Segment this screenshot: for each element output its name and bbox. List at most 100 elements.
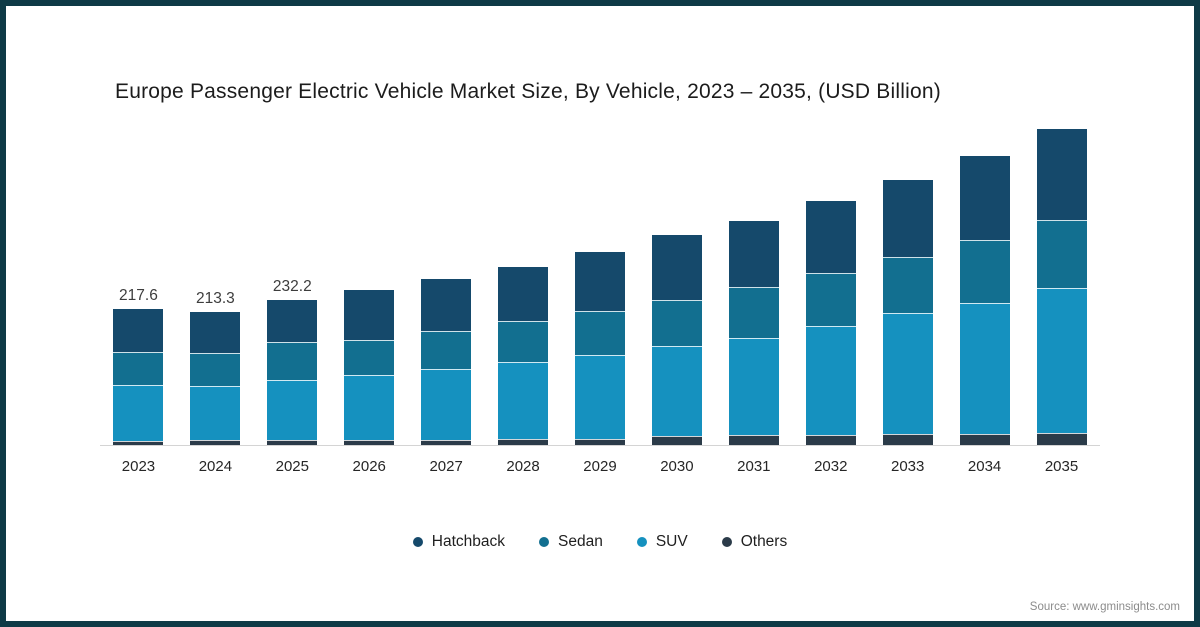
x-axis-label-2032: 2032 bbox=[814, 458, 848, 475]
bar-segment-suv-2035 bbox=[1036, 287, 1087, 434]
bar-group-2025: 232.2 2025 bbox=[254, 278, 331, 475]
x-axis-label-2034: 2034 bbox=[967, 458, 1002, 475]
bar-segment-sedan-2023 bbox=[113, 352, 164, 385]
legend-dot-icon bbox=[721, 537, 732, 547]
x-axis-label-2024: 2024 bbox=[198, 458, 233, 475]
bar-segment-suv-2032 bbox=[805, 326, 856, 435]
plot-area: 217.6 2023 213.3 2024 232.2 2025 2026 2027 2028 2… bbox=[100, 111, 1100, 475]
legend-dot-icon bbox=[539, 537, 549, 547]
x-axis-label-2025: 2025 bbox=[275, 458, 309, 475]
stacked-bar-2030 bbox=[651, 235, 702, 445]
bar-total-label-2023: 217.6 bbox=[119, 287, 158, 305]
bar-segment-others-2031 bbox=[728, 435, 779, 445]
bar-total-label-2025: 232.2 bbox=[272, 278, 312, 296]
bar-segment-sedan-2026 bbox=[344, 340, 395, 376]
stacked-bar-2031 bbox=[728, 221, 779, 445]
bar-segment-others-2034 bbox=[959, 433, 1010, 445]
bar-segment-sedan-2034 bbox=[959, 240, 1010, 304]
bar-segment-others-2032 bbox=[805, 434, 856, 445]
bar-segment-suv-2025 bbox=[267, 380, 318, 441]
bar-segment-sedan-2027 bbox=[421, 331, 472, 370]
legend-item-hatchback: Hatchback bbox=[412, 533, 505, 551]
x-axis-label-2035: 2035 bbox=[1044, 458, 1079, 475]
legend-item-suv: SUV bbox=[636, 533, 688, 551]
legend-label: Hatchback bbox=[431, 533, 505, 550]
stacked-bar-2035 bbox=[1036, 129, 1087, 445]
bar-group-2032: 2032 bbox=[792, 201, 869, 475]
bar-segment-hatchback-2028 bbox=[498, 267, 549, 322]
bar-segment-sedan-2035 bbox=[1036, 220, 1087, 288]
legend-label: Others bbox=[740, 533, 788, 550]
bar-segment-suv-2030 bbox=[651, 346, 702, 437]
bar-segment-hatchback-2034 bbox=[959, 156, 1010, 241]
bar-segment-hatchback-2033 bbox=[882, 180, 933, 258]
bar-segment-others-2029 bbox=[574, 438, 625, 445]
bar-segment-hatchback-2025 bbox=[267, 300, 318, 342]
bar-segment-sedan-2031 bbox=[728, 287, 779, 339]
bar-segment-suv-2033 bbox=[882, 313, 933, 435]
bar-segment-hatchback-2027 bbox=[421, 279, 472, 332]
bar-segment-hatchback-2023 bbox=[113, 309, 164, 353]
stacked-bar-2025 bbox=[267, 300, 318, 445]
bar-group-2034: 2034 bbox=[946, 156, 1023, 475]
x-axis-label-2028: 2028 bbox=[506, 458, 540, 475]
legend-dot-icon bbox=[636, 537, 647, 547]
legend-item-sedan: Sedan bbox=[539, 533, 603, 551]
bar-segment-others-2027 bbox=[421, 439, 472, 445]
bar-group-2029: 2029 bbox=[562, 252, 639, 475]
bar-segment-others-2025 bbox=[267, 440, 318, 445]
bar-segment-sedan-2024 bbox=[190, 353, 241, 386]
bar-total-label-2024: 213.3 bbox=[195, 289, 235, 307]
x-axis-label-2023: 2023 bbox=[121, 458, 156, 475]
bar-segment-suv-2031 bbox=[728, 338, 779, 436]
bar-segment-suv-2027 bbox=[421, 369, 472, 440]
legend: Hatchback Sedan SUV Others bbox=[6, 533, 1194, 551]
x-axis-label-2031: 2031 bbox=[737, 458, 771, 475]
bar-segment-suv-2029 bbox=[574, 355, 625, 439]
bar-group-2030: 2030 bbox=[638, 235, 715, 475]
legend-label: Sedan bbox=[558, 533, 603, 550]
stacked-bar-2032 bbox=[805, 201, 856, 445]
bar-segment-hatchback-2032 bbox=[805, 201, 856, 274]
stacked-bar-2028 bbox=[498, 267, 549, 445]
bar-group-2024: 213.3 2024 bbox=[177, 290, 254, 475]
bar-group-2028: 2028 bbox=[485, 267, 562, 475]
bar-group-2026: 2026 bbox=[331, 290, 408, 475]
bar-segment-hatchback-2026 bbox=[344, 290, 395, 341]
x-axis-label-2033: 2033 bbox=[890, 458, 925, 475]
stacked-bar-2024 bbox=[190, 311, 241, 445]
bar-group-2035: 2035 bbox=[1023, 129, 1100, 475]
source-note: Source: www.gminsights.com bbox=[1029, 601, 1180, 613]
x-axis-label-2029: 2029 bbox=[583, 458, 617, 475]
bar-segment-sedan-2025 bbox=[267, 341, 318, 381]
bar-segment-suv-2024 bbox=[190, 385, 241, 441]
bar-group-2033: 2033 bbox=[869, 180, 946, 475]
bar-group-2027: 2027 bbox=[408, 279, 485, 475]
bar-segment-others-2023 bbox=[113, 440, 164, 445]
bar-segment-hatchback-2035 bbox=[1036, 129, 1087, 221]
stacked-bar-2033 bbox=[882, 180, 933, 445]
bar-segment-hatchback-2024 bbox=[190, 311, 241, 354]
bar-segment-hatchback-2030 bbox=[651, 235, 702, 301]
bar-group-2031: 2031 bbox=[715, 221, 792, 475]
bar-segment-sedan-2033 bbox=[882, 257, 933, 314]
stacked-bar-2026 bbox=[344, 290, 395, 445]
bar-segment-suv-2028 bbox=[498, 362, 549, 440]
x-axis-label-2027: 2027 bbox=[429, 458, 463, 475]
bar-segment-suv-2023 bbox=[113, 384, 164, 441]
bar-segment-others-2035 bbox=[1036, 433, 1087, 445]
stacked-bar-2029 bbox=[574, 252, 625, 445]
legend-item-others: Others bbox=[721, 533, 788, 551]
bar-segment-suv-2034 bbox=[959, 303, 1010, 434]
bar-segment-hatchback-2029 bbox=[574, 252, 625, 312]
bar-segment-suv-2026 bbox=[344, 375, 395, 441]
bar-segment-sedan-2030 bbox=[651, 300, 702, 347]
bar-segment-others-2033 bbox=[882, 434, 933, 445]
bar-segment-others-2028 bbox=[498, 439, 549, 445]
bar-segment-sedan-2032 bbox=[805, 273, 856, 327]
bar-segment-others-2024 bbox=[190, 440, 241, 445]
bar-segment-sedan-2028 bbox=[498, 321, 549, 363]
bar-segment-sedan-2029 bbox=[574, 311, 625, 356]
x-axis-label-2026: 2026 bbox=[352, 458, 386, 475]
stacked-bar-2023 bbox=[113, 309, 164, 445]
